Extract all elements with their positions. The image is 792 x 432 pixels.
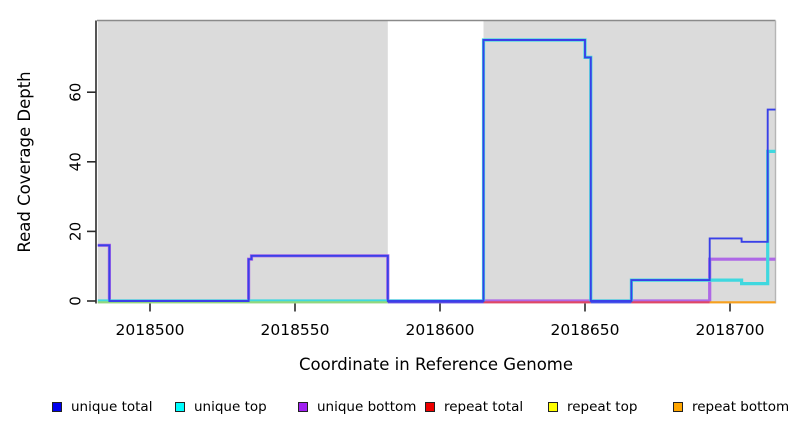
legend-swatch-unique-bottom [298,402,308,412]
shaded-region [97,20,388,304]
legend-label: repeat total [444,399,524,415]
legend-label: repeat top [567,399,638,415]
legend-item-repeat-top: repeat top [548,394,637,420]
x-axis-title: Coordinate in Reference Genome [299,355,573,374]
legend-item-unique-bottom: unique bottom [298,394,416,420]
legend-swatch-repeat-bottom [673,402,683,412]
legend-swatch-repeat-top [548,402,558,412]
shaded-region [483,20,776,304]
legend-label: unique top [194,399,267,415]
x-tick-label: 2018700 [695,321,764,339]
y-axis-title: Read Coverage Depth [15,71,34,252]
legend-item-unique-top: unique top [175,394,267,420]
legend-swatch-unique-top [175,402,185,412]
x-tick-label: 2018550 [260,321,329,339]
legend-swatch-repeat-total [425,402,435,412]
y-tick-label: 20 [67,222,85,241]
legend-label: repeat bottom [692,399,790,415]
coverage-plot: 0 20 40 60 2018500 2018550 2018600 2018650 20187… [15,19,777,374]
series-unique-total [97,39,776,302]
y-tick-label: 60 [67,83,85,102]
legend-swatch-unique-total [52,402,62,412]
y-tick-label: 0 [67,296,85,306]
legend: unique total unique top unique bottom re… [0,394,792,424]
legend-label: unique total [71,399,153,415]
legend-item-repeat-bottom: repeat bottom [673,394,789,420]
legend-item-repeat-total: repeat total [425,394,523,420]
y-tick-label: 40 [67,152,85,171]
x-tick-label: 2018650 [550,321,619,339]
x-tick-label: 2018600 [405,321,474,339]
legend-label: unique bottom [317,399,417,415]
legend-item-unique-total: unique total [52,394,152,420]
x-tick-label: 2018500 [115,321,184,339]
